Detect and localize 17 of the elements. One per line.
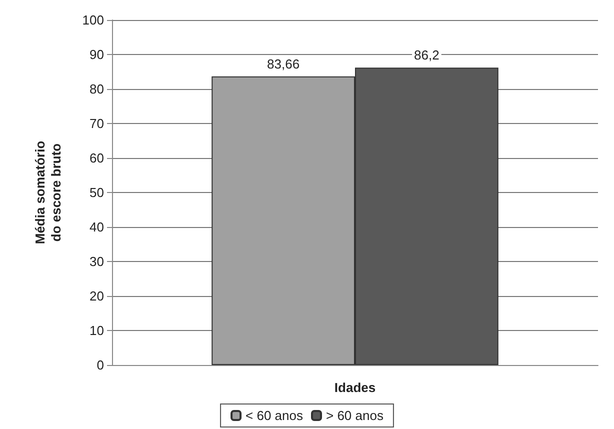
y-tick-label: 60 [90, 150, 104, 166]
y-axis-title: Média somatório do escore bruto [32, 140, 64, 244]
x-axis-title: Idades [334, 380, 376, 395]
legend-label: < 60 anos [246, 408, 304, 423]
y-tick-label: 20 [90, 288, 104, 304]
data-label: 83,66 [267, 56, 300, 72]
legend-label: > 60 anos [326, 408, 384, 423]
y-tick-label: 0 [96, 358, 104, 372]
y-tick-label: 90 [90, 47, 104, 62]
y-tick-label: 30 [90, 254, 104, 269]
y-tick-label: 100 [82, 12, 104, 28]
y-tick-label: 80 [90, 82, 104, 96]
y-tick-label: 10 [90, 323, 104, 338]
data-label: 86,2 [414, 48, 440, 63]
y-tick-label: 40 [90, 220, 104, 234]
y-tick-label: 50 [90, 185, 104, 200]
y-tick-label: 70 [90, 116, 104, 131]
